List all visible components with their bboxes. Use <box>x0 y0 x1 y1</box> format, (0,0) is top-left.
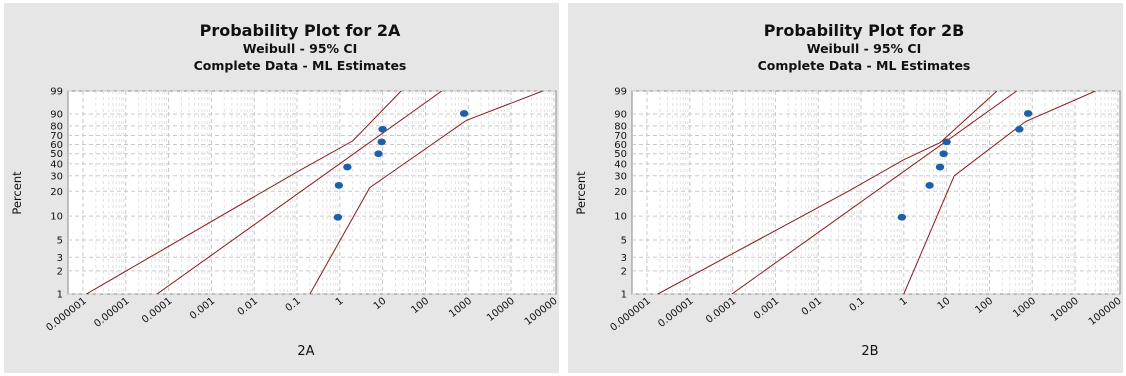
y-axis-label: Percent <box>10 171 24 215</box>
x-tick-label: 100 <box>409 296 431 316</box>
x-tick-label: 0.000001 <box>44 296 88 334</box>
y-tick-label: 2 <box>621 266 627 277</box>
y-tick-label: 70 <box>50 131 63 142</box>
x-tick-label: 0.1 <box>848 296 867 314</box>
y-tick-label: 5 <box>57 235 63 246</box>
data-point <box>378 125 387 133</box>
x-tick-label: 100000 <box>523 296 559 328</box>
ci-lower-band <box>309 91 543 294</box>
x-tick-label: 100 <box>973 296 995 316</box>
x-tick-label: 0.00001 <box>656 296 695 330</box>
y-tick-label: 99 <box>614 87 627 98</box>
data-point <box>333 213 343 221</box>
plot-background <box>67 90 557 295</box>
y-tick-label: 50 <box>614 149 627 160</box>
y-tick-label: 1 <box>621 290 627 301</box>
data-point <box>334 181 344 189</box>
data-point <box>897 213 907 221</box>
data-point <box>343 163 352 171</box>
y-tick-label: 3 <box>57 253 63 264</box>
y-tick-label: 60 <box>50 140 63 151</box>
data-point <box>942 138 951 146</box>
x-tick-label: 0.0001 <box>704 296 738 326</box>
y-tick-label: 40 <box>50 159 63 170</box>
chart-svg-2b: Probability Plot for 2B Weibull - 95% CI… <box>574 21 1123 359</box>
x-axis-label: 2A <box>297 344 314 359</box>
data-point <box>925 181 934 189</box>
x-tick-label: 10 <box>936 296 953 313</box>
y-tick-label: 40 <box>614 159 627 170</box>
y-tick-label: 90 <box>614 109 627 120</box>
y-tick-label: 1 <box>57 290 63 301</box>
y-tick-label: 99 <box>50 87 63 98</box>
x-tick-label: 1000 <box>1011 296 1038 320</box>
data-point <box>1015 125 1024 133</box>
ci-lower-band <box>903 91 1096 294</box>
y-tick-label: 10 <box>614 212 627 223</box>
y-tick-label: 30 <box>50 171 63 182</box>
y-tick-label: 80 <box>614 121 627 132</box>
x-axis-label: 2B <box>861 344 878 359</box>
chart-subtitle-1: Weibull - 95% CI <box>807 41 922 56</box>
y-tick-label: 2 <box>57 266 63 277</box>
x-tick-label: 0.0001 <box>140 296 174 326</box>
probability-plot-2a: Probability Plot for 2A Weibull - 95% CI… <box>4 3 559 373</box>
y-tick-label: 80 <box>50 121 63 132</box>
chart-subtitle-2: Complete Data - ML Estimates <box>758 58 971 73</box>
y-tick-label: 5 <box>621 235 627 246</box>
x-tick-label: 1 <box>898 296 910 309</box>
probability-plot-2b: Probability Plot for 2B Weibull - 95% CI… <box>568 3 1123 373</box>
x-tick-label: 0.1 <box>284 296 303 314</box>
data-point <box>1023 110 1033 117</box>
chart-title: Probability Plot for 2B <box>764 21 965 40</box>
x-tick-label: 10 <box>372 296 389 313</box>
x-tick-label: 0.01 <box>800 296 824 318</box>
ci-upper-band <box>86 91 402 294</box>
y-tick-label: 10 <box>50 212 63 223</box>
y-tick-label: 20 <box>614 187 627 198</box>
y-tick-label: 70 <box>614 131 627 142</box>
x-tick-label: 10000 <box>485 296 517 324</box>
y-axis-label: Percent <box>574 171 588 215</box>
x-tick-label: 0.001 <box>752 296 781 322</box>
x-tick-label: 10000 <box>1049 296 1081 324</box>
x-tick-label: 1 <box>334 296 346 309</box>
chart-subtitle-2: Complete Data - ML Estimates <box>194 58 407 73</box>
y-tick-label: 90 <box>50 109 63 120</box>
data-point <box>459 110 469 117</box>
plot-background <box>631 90 1121 295</box>
y-tick-label: 30 <box>614 171 627 182</box>
x-tick-label: 0.01 <box>236 296 260 318</box>
y-tick-label: 3 <box>621 253 627 264</box>
x-tick-label: 1000 <box>447 296 474 320</box>
chart-title: Probability Plot for 2A <box>200 21 401 40</box>
x-tick-label: 0.000001 <box>608 296 652 334</box>
fit-line <box>156 91 443 294</box>
ci-upper-band <box>657 91 998 294</box>
y-tick-label: 20 <box>50 187 63 198</box>
data-point <box>935 163 945 171</box>
x-tick-label: 0.001 <box>188 296 217 322</box>
data-point <box>939 150 948 158</box>
x-tick-label: 0.00001 <box>92 296 131 330</box>
chart-svg-2a: Probability Plot for 2A Weibull - 95% CI… <box>10 21 559 359</box>
data-point <box>377 138 386 146</box>
chart-subtitle-1: Weibull - 95% CI <box>243 41 358 56</box>
x-tick-label: 100000 <box>1087 296 1123 328</box>
fit-line <box>731 91 1017 294</box>
y-tick-label: 50 <box>50 149 63 160</box>
y-tick-label: 60 <box>614 140 627 151</box>
data-point <box>374 150 383 158</box>
